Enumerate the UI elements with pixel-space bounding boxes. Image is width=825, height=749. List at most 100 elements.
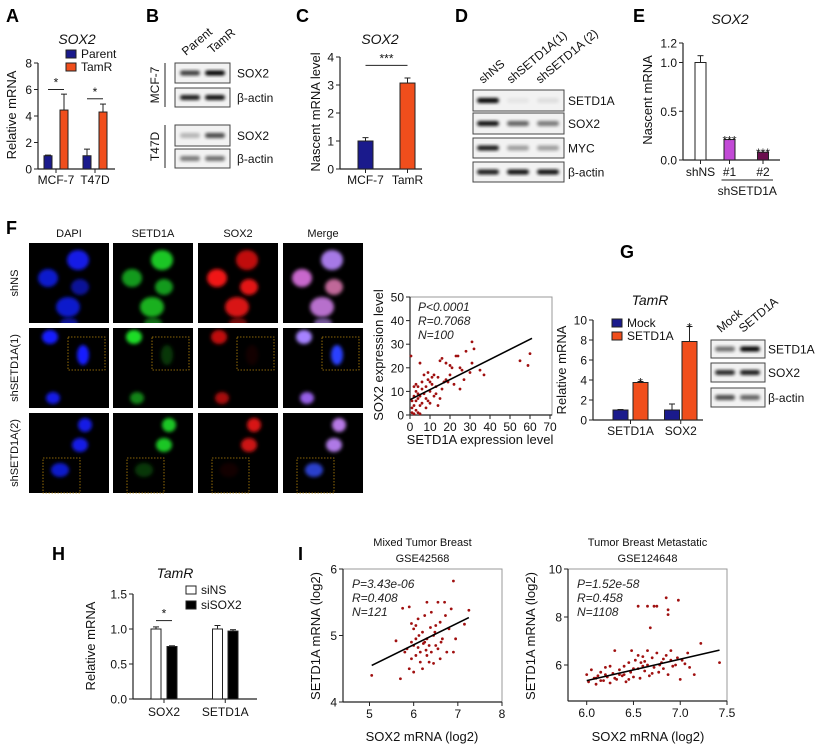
data-point — [412, 412, 416, 416]
regression-line — [409, 337, 533, 401]
data-point — [449, 607, 453, 611]
category-label: #2 — [756, 165, 770, 179]
data-point — [688, 666, 691, 669]
data-point — [526, 364, 530, 367]
cell-nucleus — [246, 345, 258, 365]
data-point — [648, 626, 652, 630]
data-point — [432, 373, 436, 377]
x-tick-label: 10 — [423, 420, 437, 434]
cell-nucleus — [326, 438, 342, 452]
y-tick-label: 0 — [397, 409, 404, 423]
micrograph-background — [198, 413, 278, 493]
data-point — [426, 371, 430, 374]
protein-band — [740, 346, 760, 352]
data-point — [589, 668, 593, 672]
data-point — [434, 624, 438, 627]
data-point — [643, 660, 647, 663]
cell-line-label: MCF-7 — [148, 66, 162, 103]
blot-row-label: SETD1A — [768, 343, 815, 357]
data-point — [426, 378, 430, 381]
micrograph-background — [113, 328, 193, 408]
protein-band — [740, 370, 760, 375]
data-point — [418, 660, 422, 664]
data-point — [646, 604, 649, 608]
cell-nucleus — [211, 330, 227, 344]
y-tick-label: 0.0 — [110, 693, 127, 707]
y-tick-label: 10 — [574, 314, 588, 328]
data-point — [433, 630, 437, 634]
bar — [43, 155, 53, 170]
x-tick-label: 6.0 — [578, 706, 595, 720]
data-point — [602, 679, 605, 682]
blot-row-label: β-actin — [237, 91, 273, 105]
data-point — [412, 385, 416, 389]
protein-band — [477, 98, 499, 103]
data-point — [622, 664, 626, 668]
y-tick-label: 4 — [25, 110, 32, 124]
y-tick-label: 6 — [25, 83, 32, 97]
data-point — [412, 627, 416, 631]
zoom-region-box — [321, 336, 360, 371]
cell-nucleus — [144, 318, 162, 323]
category-label: SOX2 — [665, 424, 697, 438]
significance-mark: * — [54, 76, 59, 90]
micrograph-row-label: shSETD1A(1) — [9, 334, 21, 402]
data-point — [434, 392, 438, 396]
cell-nucleus — [220, 463, 238, 477]
protein-band — [537, 169, 559, 175]
y-tick-label: 50 — [391, 291, 405, 305]
blot-row-label: β-actin — [768, 391, 804, 405]
y-tick-label: 1.2 — [660, 37, 677, 51]
x-tick-label: 7 — [454, 707, 461, 721]
data-point — [472, 347, 476, 351]
data-point — [624, 680, 628, 684]
blot-strip — [174, 87, 231, 108]
cell-nucleus — [292, 269, 312, 287]
y-tick-label: 6 — [580, 354, 587, 368]
zoom-region-box — [126, 457, 165, 494]
panel-label-h: H — [52, 544, 65, 564]
x-tick-label: 6 — [410, 707, 417, 721]
x-tick-label: 30 — [463, 420, 477, 434]
y-tick-label: 0 — [25, 163, 32, 177]
data-point — [638, 676, 642, 680]
cell-nucleus — [332, 418, 346, 432]
data-point — [410, 622, 413, 625]
data-point — [686, 651, 690, 655]
protein-band — [715, 346, 735, 352]
panel-label-b: B — [146, 6, 159, 26]
bar — [166, 646, 178, 700]
category-label: SOX2 — [148, 705, 180, 719]
y-tick-label: 0.5 — [110, 658, 127, 672]
y-tick-label: 1.5 — [110, 588, 127, 602]
group-label: shSETD1A — [718, 184, 777, 198]
chart-title: Mixed Tumor Breast — [373, 537, 471, 549]
data-point — [412, 404, 416, 407]
category-label: TamR — [392, 173, 424, 187]
data-point — [407, 605, 411, 609]
micrograph-column-header: SETD1A — [132, 228, 175, 240]
chart-title: Tumor Breast Metastatic — [588, 537, 708, 549]
blot-row-label: MYC — [568, 142, 595, 156]
bar-chart-c: 0 1 2 3 4 MCF-7 TamR SOX2 Nascent mRNA level *** — [308, 31, 423, 187]
legend-swatch — [185, 585, 197, 595]
panel-label-c: C — [296, 6, 309, 26]
cell-nucleus — [67, 250, 89, 270]
cell-nucleus — [207, 269, 227, 287]
data-point — [424, 648, 428, 652]
cell-nucleus — [300, 392, 314, 404]
bar-chart-h: 0.0 0.5 1.0 1.5 SOX2 SETD1A TamR Relative mRNA s… — [83, 565, 257, 719]
cell-nucleus — [38, 269, 58, 287]
cell-nucleus — [60, 318, 78, 323]
data-point — [452, 650, 455, 654]
cell-nucleus — [46, 392, 60, 404]
category-label: #1 — [723, 165, 737, 179]
bar — [612, 409, 629, 421]
significance-mark: * — [687, 321, 692, 335]
protein-band — [180, 156, 200, 161]
data-point — [468, 371, 472, 374]
data-point — [421, 630, 424, 634]
data-point — [452, 382, 456, 386]
data-point — [421, 667, 424, 671]
data-point — [636, 604, 640, 608]
